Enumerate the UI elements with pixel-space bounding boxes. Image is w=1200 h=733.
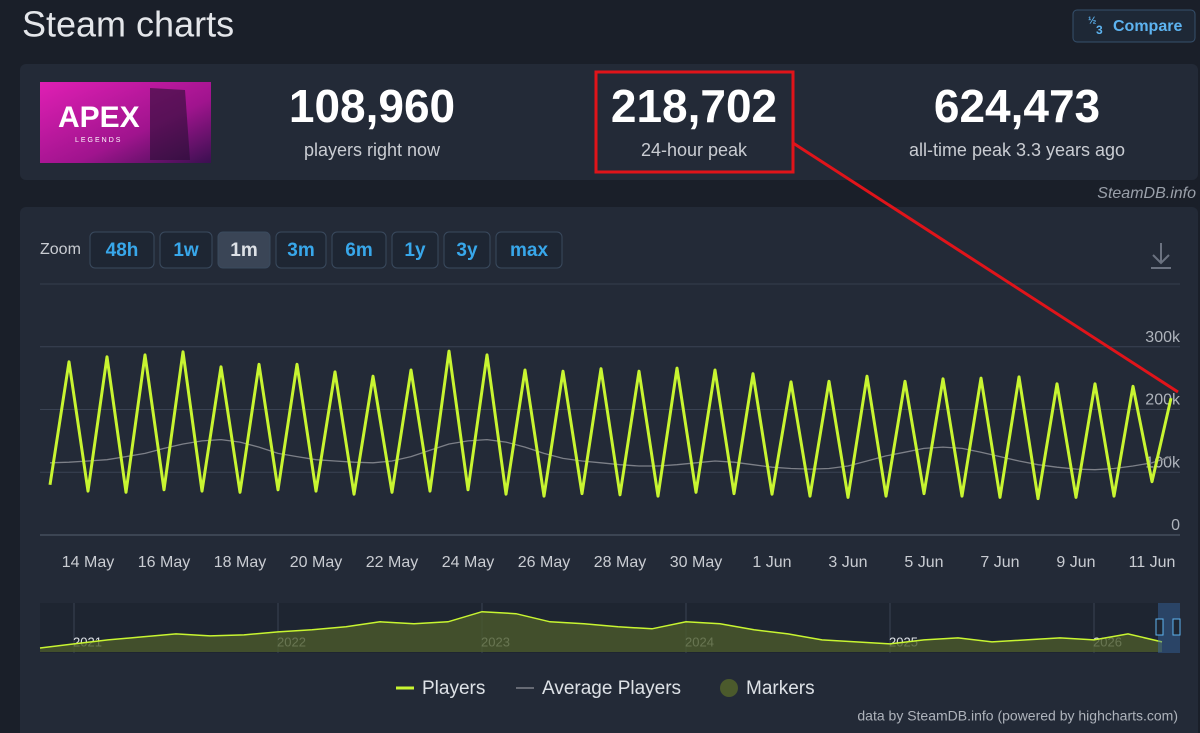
navigator-line (39, 610, 1163, 649)
y-tick-label: 200k (1145, 392, 1181, 409)
zoom-button[interactable] (443, 231, 491, 269)
navigator-chart: 202120222023202420252026 (39, 603, 1163, 653)
zoom-button[interactable] (89, 231, 155, 269)
stat-value: 108,960 (289, 80, 455, 132)
zoom-button[interactable] (217, 231, 271, 269)
zoom-option[interactable]: 1y (404, 240, 426, 261)
chart-panel (20, 207, 1198, 733)
y-tick-label: 300k (1145, 329, 1181, 346)
x-tick-label: 24 May (442, 554, 494, 571)
compare-icon: ½ (1088, 16, 1096, 27)
x-tick-label: 9 Jun (1056, 554, 1095, 571)
x-tick-label: 14 May (62, 554, 114, 571)
legend-label[interactable]: Players (422, 678, 485, 699)
zoom-option[interactable]: 1w (173, 240, 199, 261)
x-tick-label: 5 Jun (904, 554, 943, 571)
x-tick-label: 1 Jun (752, 554, 791, 571)
zoom-option[interactable]: 3y (456, 240, 478, 261)
highlight-box (594, 70, 795, 174)
compare-button[interactable]: ½ 3 Compare (1072, 9, 1196, 43)
stat-label: players right now (304, 140, 441, 160)
stat-value: 218,702 (611, 80, 777, 132)
x-tick-label: 30 May (670, 554, 722, 571)
x-tick-label: 28 May (594, 554, 646, 571)
zoom-buttons: 48h 1w 1m 3m 6m 1y 3y max (89, 231, 563, 269)
x-tick-label: 20 May (290, 554, 342, 571)
legend-label[interactable]: Markers (746, 678, 815, 699)
logo-title: APEX (58, 101, 140, 134)
page-title: Steam charts (22, 4, 234, 45)
zoom-button[interactable] (391, 231, 439, 269)
compare-box[interactable] (1072, 9, 1196, 43)
zoom-label: Zoom (40, 241, 81, 258)
x-tick-label: 16 May (138, 554, 190, 571)
zoom-button[interactable] (159, 231, 213, 269)
watermark: SteamDB.info (1097, 185, 1196, 202)
stats-panel (20, 64, 1198, 180)
average-line (49, 438, 1172, 471)
stat-label: 24-hour peak (641, 140, 748, 160)
x-tick-label: 22 May (366, 554, 418, 571)
x-tick-label: 3 Jun (828, 554, 867, 571)
highlight-arrow (792, 141, 1179, 394)
zoom-option[interactable]: max (510, 240, 548, 261)
compare-label[interactable]: Compare (1113, 18, 1182, 35)
stat-value: 624,473 (934, 80, 1100, 132)
zoom-option[interactable]: 6m (345, 240, 372, 261)
zoom-option[interactable]: 48h (106, 240, 139, 261)
navigator-handle[interactable] (1172, 618, 1181, 636)
navigator-handle[interactable] (1155, 618, 1164, 636)
zoom-button[interactable] (495, 231, 563, 269)
x-tick-label: 18 May (214, 554, 266, 571)
zoom-button[interactable] (331, 231, 387, 269)
legend-label[interactable]: Average Players (542, 678, 681, 699)
navigator-selection[interactable] (1158, 603, 1180, 653)
x-tick-label: 11 Jun (1129, 554, 1176, 571)
zoom-option[interactable]: 3m (287, 240, 314, 261)
x-tick-label: 7 Jun (980, 554, 1019, 571)
stat-label: all-time peak 3.3 years ago (909, 140, 1125, 160)
x-tick-label: 26 May (518, 554, 570, 571)
y-tick-label: 0 (1171, 517, 1180, 534)
logo-subtitle: LEGENDS (75, 137, 122, 144)
credit: data by SteamDB.info (powered by highcha… (857, 708, 1178, 724)
navigator-area (40, 611, 1162, 652)
legend: Players Average Players Markers (396, 678, 815, 699)
download-icon[interactable] (1151, 243, 1171, 269)
zoom-option[interactable]: 1m (230, 240, 257, 261)
players-line (48, 349, 1173, 501)
legend-swatch (720, 679, 738, 697)
logo-character (150, 88, 190, 160)
zoom-button[interactable] (275, 231, 327, 269)
compare-icon: 3 (1096, 23, 1103, 37)
